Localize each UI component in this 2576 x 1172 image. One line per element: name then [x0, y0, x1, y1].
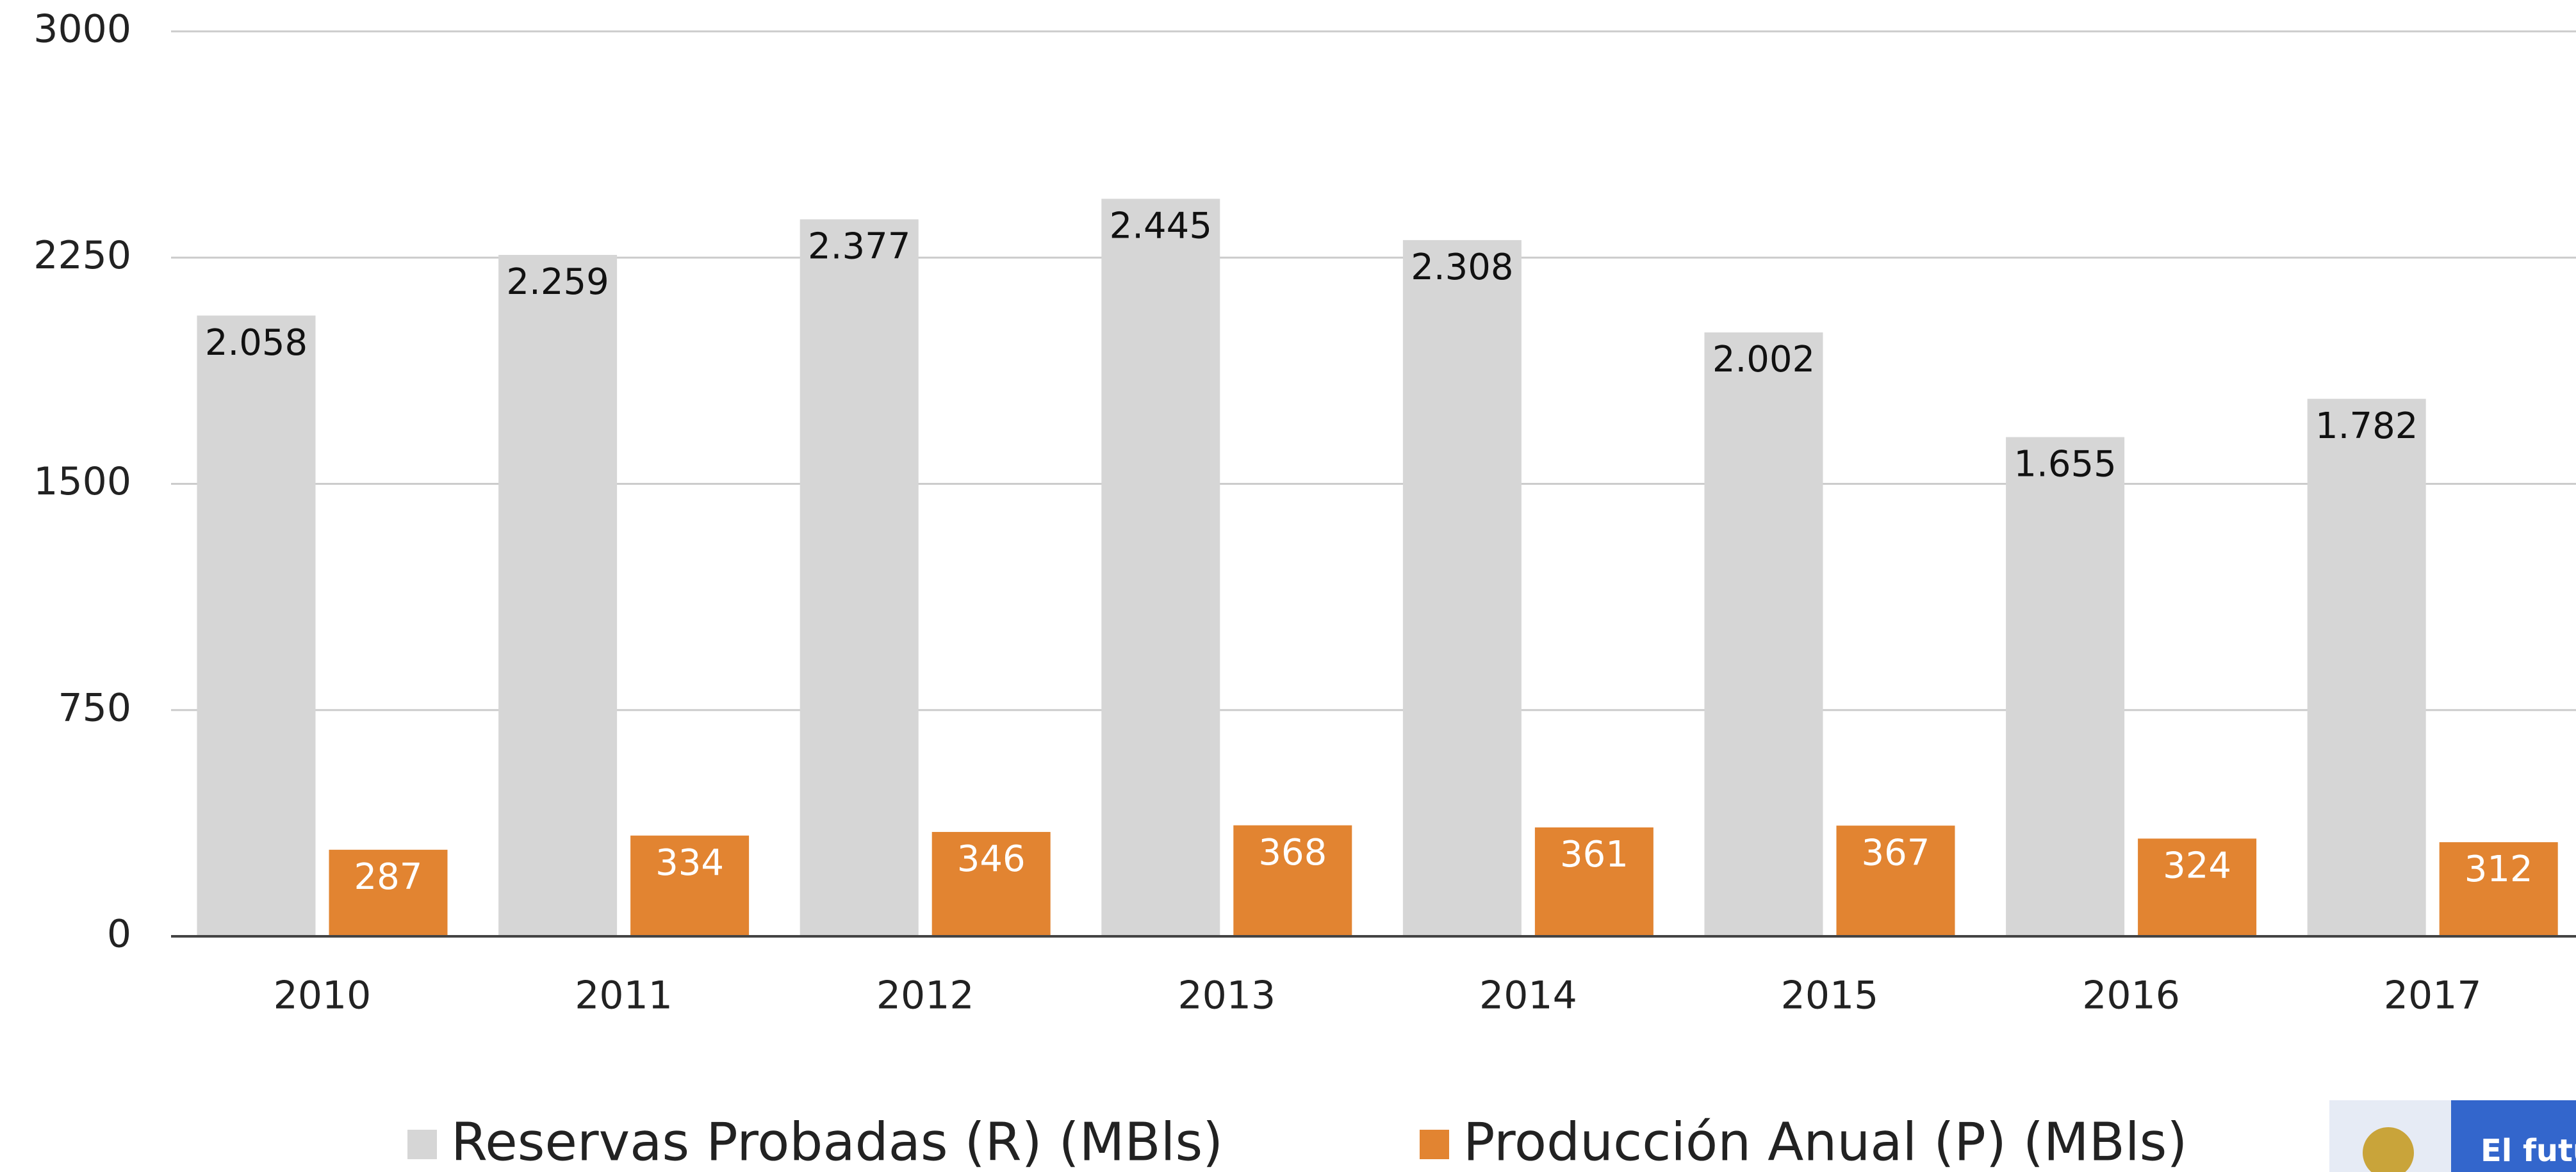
bar	[1534, 827, 1653, 936]
x-tick-label: 2016	[2082, 973, 2180, 1018]
bar	[630, 835, 750, 936]
legend-swatch	[1420, 1130, 1449, 1159]
value-label: 2.308	[1411, 247, 1513, 288]
value-label: 1.782	[2315, 405, 2418, 447]
x-tick-label: 2015	[1781, 973, 1879, 1018]
bar	[329, 849, 448, 936]
bar	[197, 315, 316, 936]
legend-swatch	[407, 1130, 437, 1159]
y-tick-label: 0	[107, 912, 131, 957]
x-tick-label: 2014	[1479, 973, 1577, 1018]
value-label: 361	[1560, 834, 1628, 875]
value-label: 368	[1258, 832, 1327, 874]
bar	[498, 255, 618, 936]
y-tick-label: 1500	[33, 459, 131, 504]
legend-label: Producción Anual (P) (MBls)	[1463, 1112, 2187, 1172]
logo-text: El futu	[2481, 1133, 2576, 1169]
value-label: 334	[655, 842, 724, 884]
legend-label: Reservas Probadas (R) (MBls)	[451, 1112, 1223, 1172]
x-tick-label: 2011	[575, 973, 673, 1018]
logo-shield	[2363, 1127, 2414, 1172]
value-label: 2.058	[205, 322, 308, 364]
value-label: 2.259	[506, 261, 609, 303]
bar	[1402, 240, 1522, 936]
value-label: 2.377	[808, 226, 910, 268]
bar	[2307, 398, 2426, 936]
value-label: 312	[2465, 849, 2533, 890]
bar	[1704, 332, 1823, 936]
value-label: 324	[2163, 845, 2231, 887]
bar	[2138, 838, 2257, 936]
x-tick-label: 2017	[2384, 973, 2482, 1018]
y-tick-label: 3000	[33, 7, 131, 52]
bar	[931, 832, 1051, 936]
bar	[1101, 199, 1220, 936]
x-tick-label: 2010	[274, 973, 372, 1018]
value-label: 367	[1862, 832, 1930, 874]
value-label: 346	[957, 838, 1026, 880]
y-tick-label: 2250	[33, 233, 131, 278]
x-tick-label: 2012	[876, 973, 974, 1018]
bar	[1836, 826, 1955, 936]
y-tick-label: 750	[58, 685, 131, 730]
bar	[1233, 825, 1352, 936]
bar	[2006, 437, 2125, 936]
bar	[2439, 842, 2558, 936]
bar	[800, 219, 919, 937]
value-label: 287	[354, 856, 423, 898]
value-label: 1.655	[2014, 444, 2116, 485]
x-tick-label: 2013	[1177, 973, 1276, 1018]
logo-banner	[2451, 1100, 2576, 1172]
value-label: 2.445	[1110, 206, 1212, 247]
value-label: 2.002	[1712, 339, 1815, 380]
